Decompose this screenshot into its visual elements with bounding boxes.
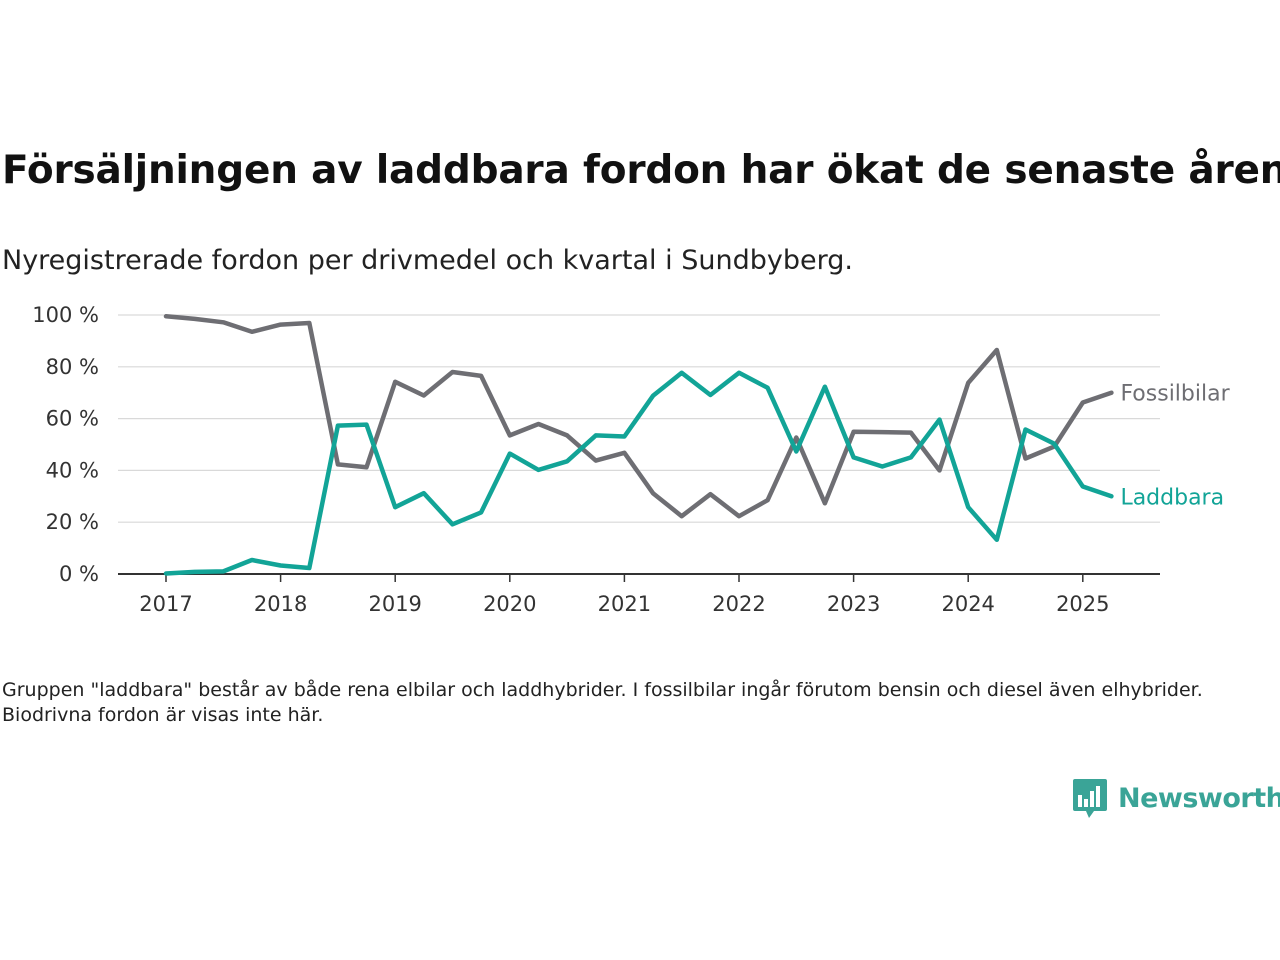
newsworthy-logo[interactable]: Newsworthy — [1072, 776, 1280, 820]
chart-subtitle: Nyregistrerade fordon per drivmedel och … — [2, 245, 853, 276]
chart-title: Försäljningen av laddbara fordon har öka… — [2, 148, 1280, 193]
footnote: Gruppen "laddbara" består av både rena e… — [2, 679, 1203, 726]
series-label-laddbara: Laddbara — [1120, 485, 1224, 510]
x-axis: 2017 2018 2019 2020 2021 2022 2023 2024 2025 — [118, 573, 1160, 616]
x-tick-label: 2020 — [483, 592, 536, 616]
series-line-fossilbilar — [163, 314, 1114, 519]
series-lines — [163, 314, 1114, 576]
x-tick-label: 2019 — [368, 592, 421, 616]
x-tick-label: 2025 — [1056, 592, 1109, 616]
x-tick-label: 2018 — [254, 592, 307, 616]
x-tick-label: 2017 — [139, 592, 192, 616]
line-chart: 0 % 20 % 40 % 60 % 80 % 100 % 2017 2018 2019 202… — [32, 303, 1230, 616]
x-tick-label: 2023 — [827, 592, 880, 616]
bar-chart-speech-bubble-icon — [1073, 779, 1107, 818]
y-tick-label: 40 % — [46, 458, 99, 482]
series-labels: Fossilbilar Laddbara — [1120, 382, 1230, 511]
y-tick-label: 20 % — [46, 510, 99, 534]
x-tick-label: 2024 — [941, 592, 994, 616]
y-tick-label: 60 % — [46, 407, 99, 431]
x-tick-label: 2022 — [712, 592, 765, 616]
y-tick-label: 0 % — [59, 562, 99, 586]
y-axis-ticks: 0 % 20 % 40 % 60 % 80 % 100 % — [32, 303, 99, 586]
series-line-laddbara — [163, 370, 1114, 576]
series-label-fossilbilar: Fossilbilar — [1120, 382, 1230, 407]
x-tick-label: 2021 — [598, 592, 651, 616]
y-tick-label: 100 % — [32, 303, 99, 327]
brand-name: Newsworthy — [1118, 782, 1280, 814]
y-tick-label: 80 % — [46, 355, 99, 379]
